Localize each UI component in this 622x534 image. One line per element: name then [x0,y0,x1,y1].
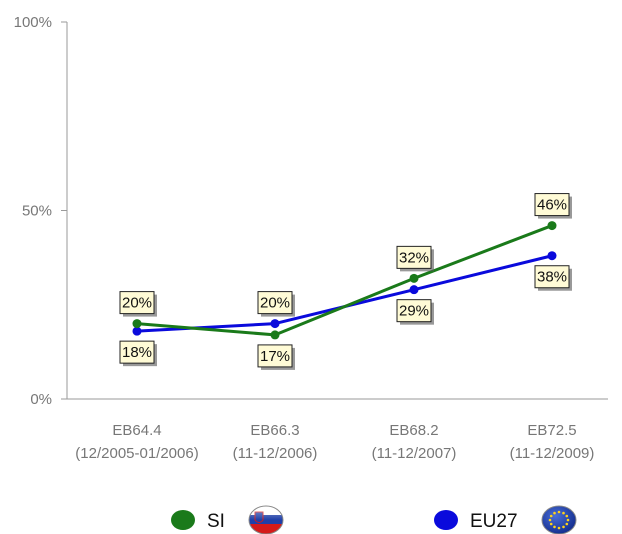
svg-text:20%: 20% [122,295,152,312]
svg-text:46%: 46% [537,197,567,214]
eu-flag-icon [541,505,577,534]
data-point-si [270,330,280,340]
y-tick-label: 0% [30,391,52,408]
y-tick-label: 100% [14,14,52,31]
data-point-si [132,319,142,329]
data-label-si: 20% [119,291,157,317]
legend-marker-si [171,510,195,530]
legend-item-eu27: EU27 [434,505,577,534]
svg-text:32%: 32% [399,249,429,266]
series-line-si [136,224,553,337]
x-category-period: (11-12/2009) [510,445,595,462]
x-category: EB68.2 (11-12/2007) [372,422,457,462]
x-category-period: (11-12/2006) [233,445,318,462]
data-label-eu27: 38% [534,265,572,291]
data-label-si: 32% [396,245,434,272]
x-category-code: EB66.3 [250,422,299,439]
legend-label-eu27: EU27 [470,511,518,532]
data-point-eu27 [132,326,142,336]
y-tick-label: 50% [22,203,52,220]
data-point-si [409,273,419,283]
x-category-code: EB64.4 [112,422,161,439]
data-point-si [547,221,557,231]
data-point-eu27 [270,319,280,329]
x-category-period: (12/2005-01/2006) [75,445,198,462]
data-point-eu27 [547,251,557,261]
svg-text:38%: 38% [537,269,567,286]
x-category-code: EB68.2 [389,422,438,439]
svg-text:18%: 18% [122,344,152,361]
data-label-eu27: 20% [257,291,295,317]
legend: SI EU27 [171,505,577,534]
x-category: EB66.3 (11-12/2006) [233,422,318,462]
legend-marker-eu27 [434,510,458,530]
data-label-si: 46% [534,193,572,219]
svg-text:20%: 20% [260,295,290,312]
x-category-period: (11-12/2007) [372,445,457,462]
svg-text:17%: 17% [260,348,290,365]
slovenia-flag-icon [248,505,284,534]
x-category: EB64.4 (12/2005-01/2006) [75,422,198,462]
legend-item-si: SI [171,505,284,534]
data-point-eu27 [409,285,419,295]
legend-label-si: SI [207,511,225,532]
series-line-eu27 [136,254,553,333]
x-category-code: EB72.5 [527,422,576,439]
data-label-si: 17% [257,344,295,370]
data-label-eu27: 18% [119,340,157,367]
data-label-eu27: 29% [396,299,434,325]
svg-text:29%: 29% [399,303,429,320]
x-category: EB72.5 (11-12/2009) [510,422,595,462]
